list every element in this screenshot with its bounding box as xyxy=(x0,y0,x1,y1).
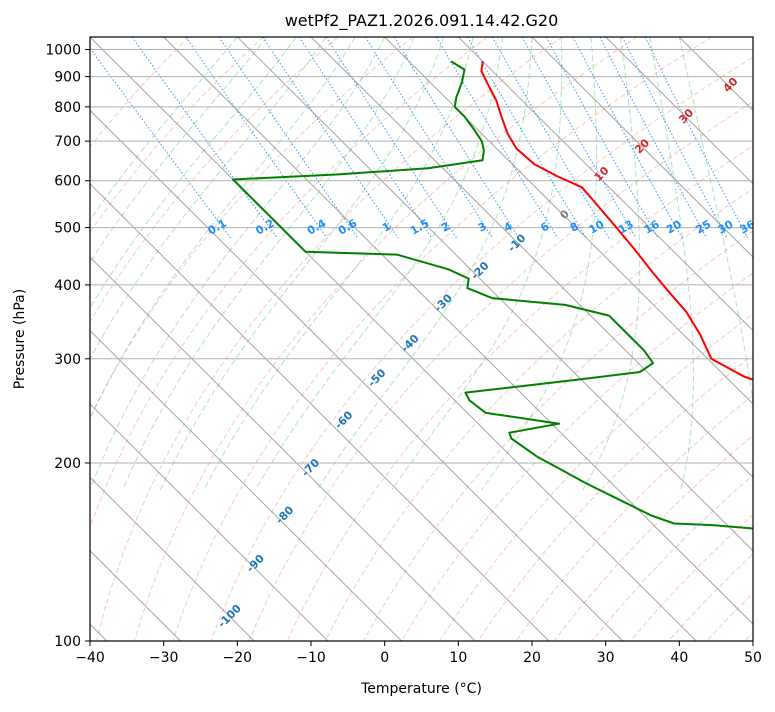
x-tick-label: 30 xyxy=(597,650,615,666)
y-tick-label: 100 xyxy=(54,634,81,650)
mixing-ratio-label: 13 xyxy=(616,218,636,237)
x-axis-label: Temperature (°C) xyxy=(360,681,482,697)
mixing-ratio-line xyxy=(82,37,231,238)
y-axis-label: Pressure (hPa) xyxy=(12,289,28,389)
mixing-ratio-label: 10 xyxy=(587,218,607,237)
mixing-ratio-label: 30 xyxy=(716,218,736,237)
dry-adiabat-line xyxy=(0,37,338,641)
isotherm-line xyxy=(90,37,696,641)
y-tick-label: 900 xyxy=(54,70,81,86)
mixing-ratio-label: 0.6 xyxy=(336,216,360,237)
mixing-ratio-line xyxy=(263,37,399,238)
isotherm-line xyxy=(164,37,770,641)
x-tick-label: 10 xyxy=(449,650,467,666)
isotherm-line xyxy=(0,37,254,641)
isotherm-label: -80 xyxy=(273,503,296,526)
isotherm-line xyxy=(532,37,775,641)
mixing-ratio-line xyxy=(573,37,682,238)
mixing-ratio-label: 20 xyxy=(664,218,684,237)
x-tick-label: −30 xyxy=(149,650,179,666)
dry-adiabat-line xyxy=(173,37,712,641)
dry-adiabat-line xyxy=(516,37,775,641)
isotherm-label: -50 xyxy=(365,366,388,389)
mixing-ratio-label: 4 xyxy=(502,219,515,234)
moist-adiabat-line xyxy=(123,37,414,490)
isotherm-label: -40 xyxy=(398,332,421,355)
y-tick-label: 200 xyxy=(54,456,81,472)
dry-adiabats xyxy=(0,37,775,641)
mixing-ratio-label: 25 xyxy=(693,218,713,237)
y-axis-ticks: 100 200 300 400 500 600 700 800 900 1000 xyxy=(45,43,90,650)
isotherm-label: 0 xyxy=(557,207,572,222)
moist-adiabat-line xyxy=(0,37,267,490)
isotherm-label: -90 xyxy=(244,552,267,575)
isotherm-line xyxy=(16,37,622,641)
dry-adiabat-line xyxy=(554,37,775,641)
x-axis-ticks: −40 −30 −20 −10 0 10 20 30 40 50 xyxy=(75,641,762,666)
isotherm-line xyxy=(0,37,402,641)
isotherm-line xyxy=(311,37,775,641)
dry-adiabat-line xyxy=(211,37,775,641)
x-tick-label: 50 xyxy=(744,650,762,666)
isotherm-label: 40 xyxy=(721,75,741,95)
dry-adiabat-line xyxy=(58,37,487,641)
isotherm-label: 30 xyxy=(676,106,696,126)
profile-series-0 xyxy=(481,61,775,641)
mixing-ratio-line xyxy=(326,37,457,238)
isotherm-label: -70 xyxy=(299,456,322,479)
mixing-ratio-label: 1.5 xyxy=(408,217,431,238)
plot-area: -100-90-80-70-60-50-40-30-20-10010203040… xyxy=(0,37,775,641)
moist-adiabat-line xyxy=(61,37,356,490)
plot-frame xyxy=(90,37,753,641)
isotherm-line xyxy=(679,37,775,641)
mixing-ratio-line xyxy=(645,37,748,238)
mixing-ratio-label: 16 xyxy=(642,218,662,237)
mixing-ratio-label: 6 xyxy=(538,219,551,234)
mixing-ratio-line xyxy=(365,37,492,238)
dry-adiabat-line xyxy=(707,37,775,641)
x-tick-label: 20 xyxy=(523,650,541,666)
dry-adiabat-line xyxy=(592,37,775,641)
x-tick-label: −10 xyxy=(296,650,326,666)
dry-adiabat-line xyxy=(0,37,264,641)
isotherm-line xyxy=(753,37,775,641)
y-tick-label: 300 xyxy=(54,352,81,368)
mixing-ratio-line xyxy=(600,37,707,238)
x-tick-label: −40 xyxy=(75,650,105,666)
isotherm-label: -20 xyxy=(468,259,491,282)
dry-adiabat-line xyxy=(135,37,637,641)
moist-adiabat-line xyxy=(10,37,297,490)
x-tick-label: 0 xyxy=(380,650,389,666)
y-tick-label: 500 xyxy=(54,221,81,237)
y-tick-label: 800 xyxy=(54,100,81,116)
mixing-ratio-line xyxy=(219,37,358,238)
chart-title: wetPf2_PAZ1.2026.091.14.42.G20 xyxy=(285,11,559,31)
x-tick-label: 40 xyxy=(670,650,688,666)
y-tick-label: 700 xyxy=(54,134,81,150)
dry-adiabat-line xyxy=(745,37,775,641)
x-tick-label: −20 xyxy=(223,650,253,666)
y-tick-label: 400 xyxy=(54,278,81,294)
dry-adiabat-line xyxy=(20,37,413,641)
dry-adiabat-line xyxy=(669,37,775,641)
y-tick-label: 1000 xyxy=(45,43,81,59)
isotherms xyxy=(0,37,775,641)
mixing-ratio-line xyxy=(132,37,277,238)
mixing-ratio-label: 36 xyxy=(738,218,758,237)
isotherm-label: -30 xyxy=(432,291,455,314)
mixing-ratio-line xyxy=(436,37,557,238)
isotherm-line xyxy=(385,37,775,641)
pressure-gridlines xyxy=(90,50,753,641)
y-tick-label: 600 xyxy=(54,174,81,190)
